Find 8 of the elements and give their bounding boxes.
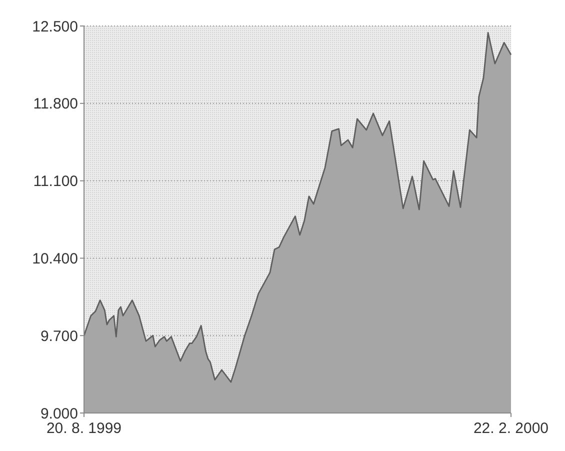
y-tick-label: 11.100 xyxy=(33,173,78,190)
y-tick-label: 12.500 xyxy=(32,18,78,36)
y-tick-label: 10.400 xyxy=(32,250,78,268)
y-tick-label: 9.700 xyxy=(40,328,78,345)
y-tick-label: 9.000 xyxy=(40,405,78,422)
y-tick-label: 11.800 xyxy=(33,96,78,113)
x-tick-label: 20. 8. 1999 xyxy=(46,420,122,437)
x-tick-label: 22. 2. 2000 xyxy=(473,420,549,437)
